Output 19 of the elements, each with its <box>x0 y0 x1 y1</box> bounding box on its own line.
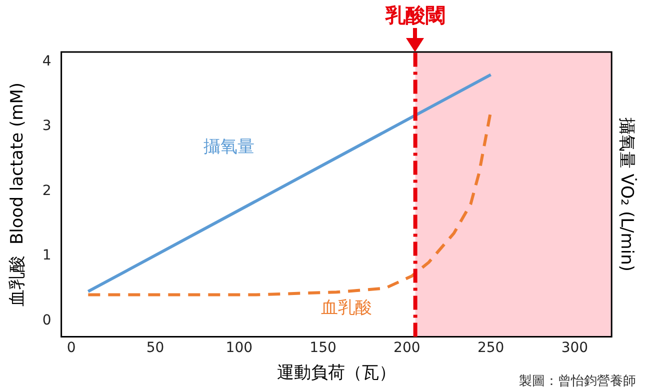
x-tick-label: 100 <box>226 340 253 356</box>
x-tick-label: 50 <box>146 340 164 356</box>
text: 攝氧量 <box>204 137 255 158</box>
y-tick-label: 1 <box>42 248 52 264</box>
text: 製圖：曾怡鈞營養師 <box>519 374 636 389</box>
y-tick-label: 0 <box>42 312 52 328</box>
ref-line-label: 乳酸閾 <box>384 3 446 28</box>
x-tick-label: 0 <box>66 340 76 356</box>
y-tick-label: 2 <box>42 182 52 199</box>
y2-axis-title: 攝氧量 V̇O₂ (L/min) <box>616 117 638 272</box>
y-tick-label: 4 <box>42 53 52 70</box>
series-label: 血乳酸 <box>320 298 372 318</box>
y-axis-title: 血乳酸 Blood lactate (mM) <box>8 82 28 306</box>
y-tick-label: 3 <box>42 118 52 134</box>
x-tick-label: 300 <box>561 340 588 356</box>
x-tick-label: 150 <box>310 340 336 356</box>
x-tick-label: 250 <box>477 340 504 356</box>
x-axis-title: 運動負荷（瓦） <box>276 363 396 384</box>
x-tick-label: 200 <box>394 340 420 356</box>
